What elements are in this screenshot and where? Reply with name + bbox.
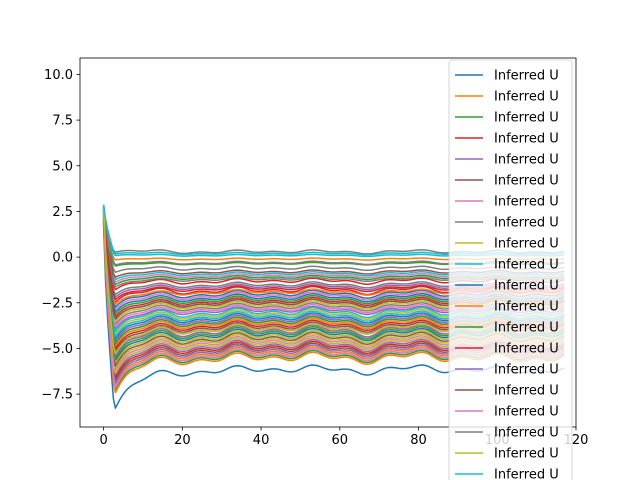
legend: Inferred U Inferred U Inferred U Inferred U…: [448, 59, 573, 480]
legend-label: Inferred U: [494, 216, 559, 231]
y-tick-label: 5.0: [52, 159, 73, 174]
legend-label: Inferred U: [494, 468, 559, 480]
legend-label: Inferred U: [494, 69, 559, 84]
legend-label: Inferred U: [494, 195, 559, 210]
legend-label: Inferred U: [494, 90, 559, 105]
legend-label: Inferred U: [494, 153, 559, 168]
legend-label: Inferred U: [494, 300, 559, 315]
legend-label: Inferred U: [494, 237, 559, 252]
legend-label: Inferred U: [494, 111, 559, 126]
x-tick-label: 80: [410, 433, 427, 448]
y-tick-label: −5.0: [41, 342, 73, 357]
legend-label: Inferred U: [494, 132, 559, 147]
legend-label: Inferred U: [494, 258, 559, 273]
y-tick-label: 10.0: [44, 68, 73, 83]
legend-label: Inferred U: [494, 279, 559, 294]
legend-box: [448, 59, 573, 480]
y-tick-label: 0.0: [52, 251, 73, 266]
axes: 020406080100120−7.5−5.0−2.50.02.55.07.51…: [41, 57, 588, 448]
y-tick-label: −2.5: [41, 296, 73, 311]
legend-label: Inferred U: [494, 321, 559, 336]
x-tick-label: 40: [253, 433, 270, 448]
legend-label: Inferred U: [494, 174, 559, 189]
y-tick-label: 2.5: [52, 205, 73, 220]
legend-label: Inferred U: [494, 384, 559, 399]
legend-label: Inferred U: [494, 342, 559, 357]
y-tick-label: −7.5: [41, 388, 73, 403]
x-tick-label: 60: [332, 433, 349, 448]
x-tick-label: 0: [99, 433, 107, 448]
legend-label: Inferred U: [494, 363, 559, 378]
plot-frame: [79, 57, 577, 428]
x-tick-label: 20: [174, 433, 191, 448]
legend-label: Inferred U: [494, 426, 559, 441]
legend-label: Inferred U: [494, 447, 559, 462]
y-tick-label: 7.5: [52, 114, 73, 129]
legend-label: Inferred U: [494, 405, 559, 420]
